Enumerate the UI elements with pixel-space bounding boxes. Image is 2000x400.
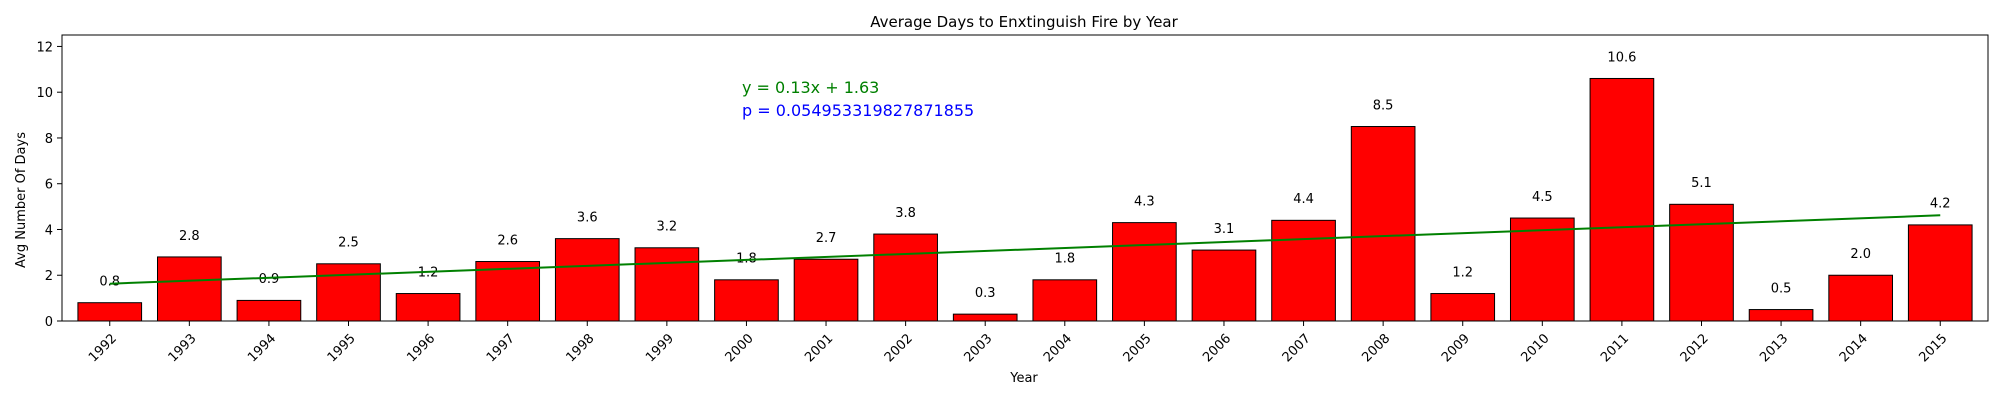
- bar: [1032, 279, 1098, 322]
- bar-value-label: 3.1: [1214, 222, 1235, 237]
- x-tick-label: 2007: [1280, 331, 1314, 365]
- bar-value-label: 8.5: [1373, 98, 1394, 113]
- y-tick-label: 8: [45, 132, 53, 147]
- y-tick-label: 2: [45, 269, 53, 284]
- x-tick-label: 1995: [325, 331, 359, 365]
- bar-value-label: 0.3: [975, 286, 996, 301]
- y-tick-label: 10: [36, 86, 53, 101]
- chart-title: Average Days to Enxtinguish Fire by Year: [870, 13, 1178, 31]
- bar-value-label: 1.8: [1054, 252, 1075, 267]
- bar: [157, 256, 222, 322]
- y-tick-label: 0: [45, 315, 53, 330]
- plot-area: 0.82.80.92.51.22.63.63.21.82.73.80.31.84…: [36, 34, 1989, 365]
- trend-line: [109, 214, 1941, 285]
- bar-value-label: 5.1: [1691, 176, 1712, 191]
- bar: [1509, 217, 1575, 322]
- bar-value-label: 2.7: [816, 231, 837, 246]
- bar-value-label: 2.8: [179, 229, 200, 244]
- bar: [952, 313, 1018, 322]
- x-tick-label: 1998: [563, 331, 597, 365]
- x-tick-label: 2001: [802, 331, 836, 365]
- bar: [475, 261, 541, 322]
- x-tick-label: 2010: [1519, 331, 1553, 365]
- bar: [1589, 77, 1655, 322]
- x-tick-label: 1994: [245, 331, 279, 365]
- x-tick-label: 2014: [1837, 331, 1871, 365]
- bar: [1748, 309, 1814, 322]
- bar: [236, 299, 302, 322]
- x-tick-label: 2011: [1598, 331, 1632, 365]
- bar: [554, 238, 620, 322]
- trendline-equation: y = 0.13x + 1.63: [742, 78, 879, 97]
- bar-value-label: 4.5: [1532, 190, 1553, 205]
- bar-value-label: 1.2: [418, 265, 439, 280]
- p-value-text: p = 0.054953319827871855: [742, 101, 974, 120]
- bar: [395, 293, 461, 322]
- x-tick-label: 2013: [1757, 331, 1791, 365]
- x-tick-label: 1992: [86, 331, 120, 365]
- x-tick-label: 1997: [484, 331, 518, 365]
- bar-value-label: 1.2: [1452, 265, 1473, 280]
- plot-frame: [61, 34, 1989, 322]
- x-tick-label: 2004: [1041, 331, 1075, 365]
- x-tick-label: 1999: [643, 331, 677, 365]
- bar: [77, 302, 143, 322]
- bar-value-label: 4.4: [1293, 192, 1314, 207]
- bar-value-label: 3.8: [895, 206, 916, 221]
- bar: [1828, 274, 1893, 322]
- bar-value-label: 10.6: [1607, 50, 1636, 65]
- bar-value-label: 3.6: [577, 210, 598, 225]
- y-axis-title: Avg Number Of Days: [14, 132, 29, 268]
- bar: [1430, 293, 1496, 322]
- bar-value-label: 4.2: [1930, 197, 1951, 212]
- x-tick-label: 1993: [166, 331, 200, 365]
- bar: [714, 279, 779, 322]
- bar: [1350, 126, 1416, 322]
- bar: [1271, 219, 1336, 322]
- bar-value-label: 2.6: [497, 233, 518, 248]
- bar: [1112, 222, 1177, 322]
- x-tick-label: 2005: [1121, 331, 1155, 365]
- bar-value-label: 0.5: [1771, 281, 1792, 296]
- x-tick-label: 2008: [1359, 331, 1393, 365]
- x-tick-label: 2000: [723, 331, 757, 365]
- bar-value-label: 3.2: [657, 220, 678, 235]
- bar-value-label: 2.5: [338, 236, 359, 251]
- y-tick-label: 6: [45, 178, 53, 193]
- y-tick-label: 12: [36, 40, 53, 55]
- x-tick-label: 1996: [404, 331, 438, 365]
- bar: [793, 258, 859, 322]
- bar-value-label: 0.8: [99, 275, 120, 290]
- bar: [634, 247, 700, 322]
- bar-value-label: 2.0: [1850, 247, 1871, 262]
- x-tick-label: 2012: [1678, 331, 1712, 365]
- x-tick-label: 2003: [961, 331, 995, 365]
- bar: [1907, 224, 1973, 322]
- x-tick-label: 2002: [882, 331, 916, 365]
- bar-value-label: 4.3: [1134, 194, 1155, 209]
- bar: [1191, 249, 1257, 322]
- x-tick-label: 2006: [1200, 331, 1234, 365]
- x-tick-label: 2009: [1439, 331, 1473, 365]
- bar: [1669, 203, 1734, 322]
- x-tick-label: 2015: [1916, 331, 1950, 365]
- bar: [873, 233, 938, 322]
- bar-value-label: 0.9: [259, 272, 280, 287]
- y-tick-label: 4: [45, 223, 53, 238]
- bar: [316, 263, 381, 322]
- x-axis-title: Year: [1009, 371, 1038, 386]
